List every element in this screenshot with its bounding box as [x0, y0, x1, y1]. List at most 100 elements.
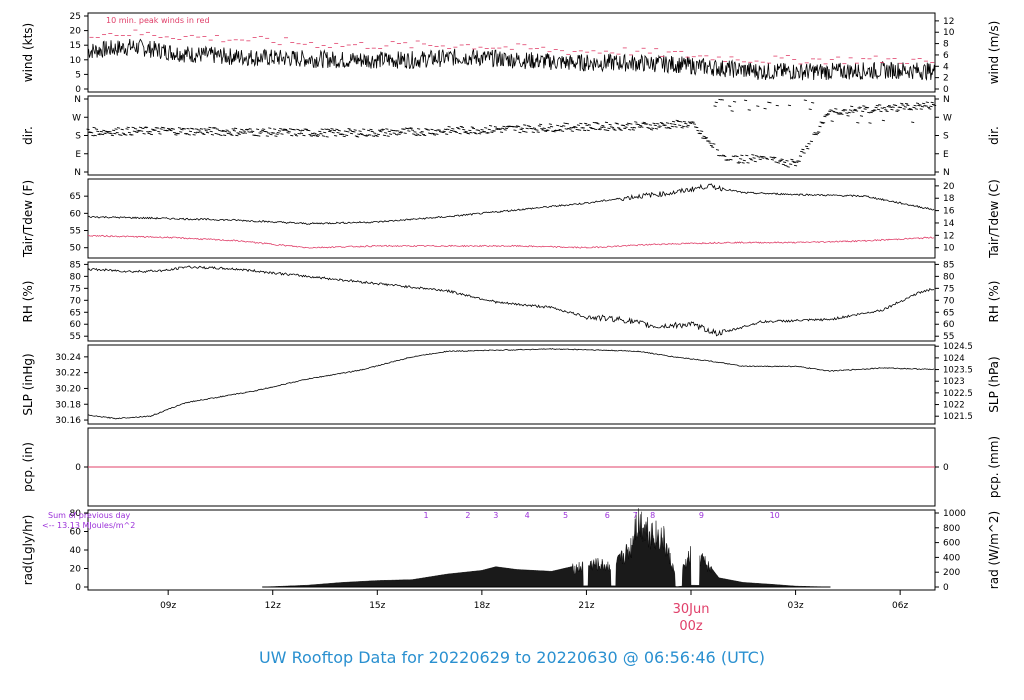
wind-dir-mark — [887, 105, 892, 107]
wind-dir-mark — [715, 149, 720, 151]
wind-dir-mark — [723, 155, 727, 158]
wind-dir-mark — [271, 132, 276, 134]
wind-dir-mark — [729, 158, 733, 161]
wind-dir-mark — [281, 129, 285, 131]
wind-dir-mark — [409, 127, 413, 129]
wind-dir-mark — [770, 159, 774, 161]
wind-dir-mark — [709, 144, 713, 147]
wind-dir-mark — [680, 126, 684, 129]
y-axis-label-right: Tair/Tdew (C) — [987, 179, 1001, 259]
wind-dir-mark — [675, 119, 679, 122]
wind-dir-mark — [468, 129, 472, 132]
wind-dir-mark — [418, 134, 422, 136]
wind-dir-mark — [741, 162, 745, 164]
uv-index-label: 5 — [563, 511, 568, 520]
wind-dir-mark — [307, 129, 311, 132]
wind-dir-mark — [109, 132, 113, 135]
y-axis-label-right: pcp. (mm) — [987, 436, 1001, 498]
y-tick-label: S — [75, 132, 81, 142]
wind-dir-mark — [514, 126, 518, 128]
wind-dir-mark — [277, 130, 282, 132]
wind-dir-mark — [186, 127, 190, 130]
wind-dir-mark — [414, 134, 418, 137]
wind-dir-mark — [359, 133, 363, 135]
wind-dir-mark — [917, 104, 921, 107]
wind-dir-mark — [795, 161, 799, 163]
wind-dir-mark — [429, 132, 433, 135]
wind-dir-mark — [191, 128, 195, 130]
wind-dir-mark — [380, 129, 384, 131]
wind-dir-mark — [556, 124, 560, 127]
y-tick-label-right: 10 — [943, 244, 955, 254]
wind-dir-mark — [443, 128, 448, 131]
wind-dir-mark — [928, 108, 932, 110]
wind-dir-mark — [284, 128, 288, 131]
y-tick-label: W — [72, 113, 81, 123]
wind-dir-mark — [880, 107, 884, 109]
y-axis-label-right: dir. — [987, 126, 1001, 145]
y-axis-label-left: pcp. (in) — [21, 442, 35, 492]
y-tick-label: 30.18 — [55, 400, 81, 410]
wind-dir-mark — [204, 130, 208, 132]
wind-dir-mark — [658, 125, 662, 127]
wind-dir-mark — [330, 128, 334, 130]
wind-dir-mark — [854, 110, 859, 112]
wind-dir-mark — [608, 123, 612, 126]
wind-dir-mark — [476, 129, 480, 131]
y-axis-label-left: SLP (inHg) — [21, 353, 35, 415]
wind-dir-mark — [891, 106, 895, 108]
wind-dir-mark — [576, 124, 581, 126]
wind-dir-mark — [867, 111, 871, 114]
wind-dir-mark — [536, 131, 540, 133]
wind-dir-mark — [210, 134, 215, 136]
wind-dir-mark — [525, 127, 529, 130]
wind-dir-mark — [403, 132, 407, 134]
wind-dir-mark — [113, 132, 117, 135]
wind-dir-mark — [373, 132, 377, 134]
x-tick-label-date: 30Jun — [673, 602, 710, 617]
wind-dir-mark — [114, 128, 118, 130]
x-tick-label: 03z — [787, 601, 803, 611]
panel-frame — [87, 344, 936, 425]
wind-dir-mark — [397, 133, 401, 135]
wind-dir-mark — [132, 130, 136, 133]
wind-dir-mark — [398, 131, 402, 134]
wind-dir-mark — [126, 126, 130, 129]
wind-dir-mark — [162, 127, 166, 129]
wind-dir-mark — [445, 133, 449, 135]
wind-dir-mark — [531, 131, 535, 133]
wind-dir-mark — [480, 128, 484, 131]
wind-dir-mark — [661, 122, 665, 125]
wind-dir-mark — [652, 122, 656, 125]
wind-dir-mark — [301, 129, 305, 132]
wind-dir-mark — [798, 155, 803, 157]
wind-dir-mark — [595, 122, 599, 124]
wind-dir-mark — [451, 128, 455, 130]
x-tick-label: 18z — [474, 601, 490, 611]
wind-dir-mark — [908, 107, 912, 110]
wind-dir-mark — [707, 140, 711, 142]
wind-dir-mark — [486, 131, 490, 134]
wind-dir-mark — [787, 104, 792, 107]
wind-dir-mark — [457, 128, 461, 130]
wind-dir-mark — [257, 135, 261, 137]
wind-dir-mark — [761, 157, 765, 159]
wind-dir-mark — [745, 154, 749, 157]
wind-dir-mark — [312, 134, 316, 137]
wind-dir-mark — [597, 128, 601, 131]
wind-dir-mark — [342, 135, 346, 138]
wind-dir-mark — [426, 129, 430, 131]
wind-dir-mark — [176, 132, 180, 135]
wind-dir-mark — [591, 127, 595, 130]
wind-dir-mark — [121, 132, 125, 135]
wind-dir-mark — [313, 132, 317, 135]
wind-dir-mark — [384, 132, 388, 134]
wind-dir-mark — [587, 124, 591, 126]
wind-dir-mark — [187, 133, 191, 136]
wind-dir-mark — [628, 128, 632, 131]
y-tick-label: 10 — [70, 56, 82, 66]
wind-dir-mark — [779, 159, 783, 162]
wind-dir-mark — [736, 162, 740, 164]
wind-dir-mark — [530, 127, 534, 130]
